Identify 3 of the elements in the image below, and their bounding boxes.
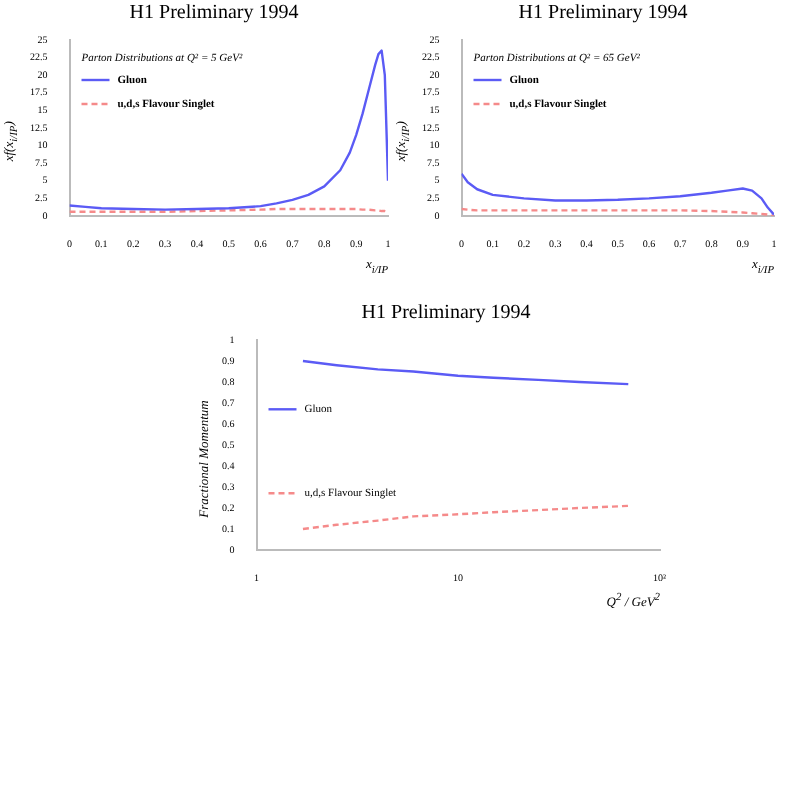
chart-title: H1 Preliminary 1994 xyxy=(127,0,301,28)
chart-title: H1 Preliminary 1994 xyxy=(516,0,690,28)
chart-title: H1 Preliminary 1994 xyxy=(359,300,533,328)
